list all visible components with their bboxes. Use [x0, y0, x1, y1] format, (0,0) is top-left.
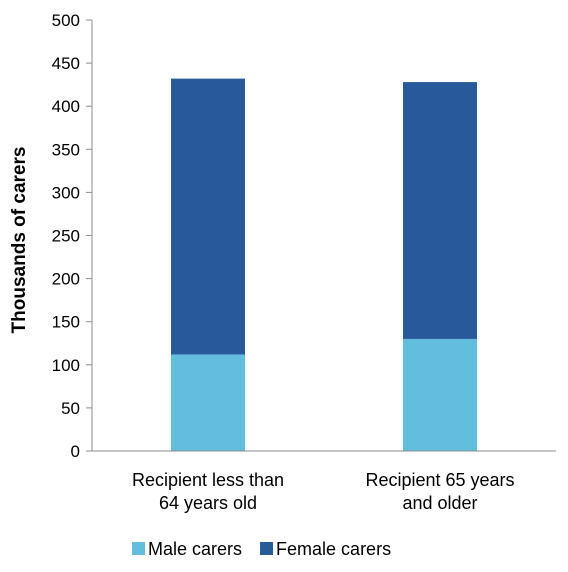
legend-swatch	[260, 542, 274, 555]
bar-female-carers	[403, 82, 477, 339]
y-tick-label: 350	[52, 140, 80, 159]
y-axis-ticks: 0 50 100 150 200 250 300 350 400 450 500	[52, 11, 92, 461]
bar-female-carers	[171, 78, 245, 355]
legend: Male carers Female carers	[132, 539, 391, 559]
legend-swatch	[132, 542, 145, 555]
x-category-label: and older	[402, 493, 477, 513]
bar-male-carers	[403, 338, 477, 451]
y-tick-label: 150	[52, 313, 80, 332]
bar-male-carers	[171, 354, 245, 451]
y-tick-label: 250	[52, 227, 80, 246]
x-category-label: 64 years old	[159, 493, 257, 513]
y-tick-label: 300	[52, 183, 80, 202]
y-axis-title: Thousands of carers	[9, 147, 30, 334]
y-tick-label: 400	[52, 97, 80, 116]
y-tick-label: 0	[71, 442, 80, 461]
x-category-label: Recipient less than	[132, 470, 284, 490]
y-tick-label: 50	[61, 399, 80, 418]
y-tick-label: 200	[52, 270, 80, 289]
legend-label: Male carers	[148, 539, 242, 559]
x-category-label: Recipient 65 years	[365, 470, 514, 490]
y-tick-label: 500	[52, 11, 80, 30]
y-tick-label: 100	[52, 356, 80, 375]
bars	[171, 78, 477, 451]
x-axis-labels: Recipient less than 64 years old Recipient…	[132, 470, 515, 513]
y-tick-label: 450	[52, 54, 80, 73]
legend-label: Female carers	[276, 539, 391, 559]
